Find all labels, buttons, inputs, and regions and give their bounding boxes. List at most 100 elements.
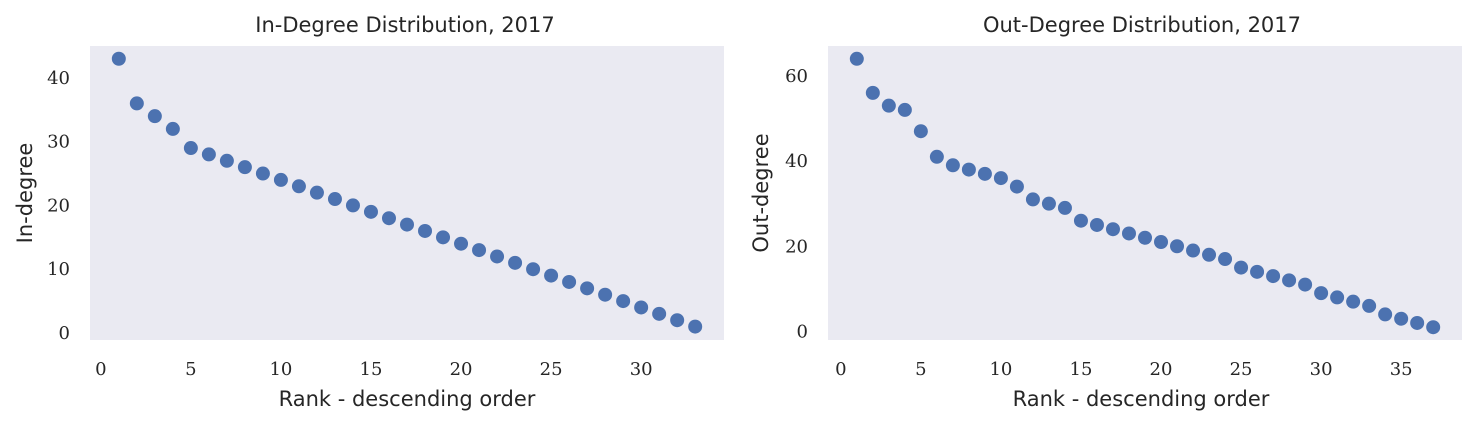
data-point bbox=[652, 306, 667, 321]
x-tick-label: 15 bbox=[360, 359, 383, 380]
data-point bbox=[273, 172, 288, 187]
data-point bbox=[255, 166, 270, 181]
data-point bbox=[688, 319, 703, 334]
x-tick-label: 20 bbox=[450, 359, 473, 380]
x-tick-label: 25 bbox=[540, 359, 563, 380]
x-axis-label: Rank - descending order bbox=[1013, 387, 1270, 411]
data-point bbox=[1105, 222, 1120, 237]
x-tick-label: 0 bbox=[835, 359, 846, 380]
x-tick-label: 30 bbox=[630, 359, 653, 380]
y-tick-label: 20 bbox=[47, 195, 70, 216]
data-point bbox=[1025, 192, 1040, 207]
data-point bbox=[165, 121, 180, 136]
chart-title: Out-Degree Distribution, 2017 bbox=[983, 13, 1301, 37]
data-point bbox=[147, 109, 162, 124]
in-degree-chart: In-Degree Distribution, 2017 0 5 10 15 20 25 3… bbox=[13, 13, 724, 411]
data-point bbox=[580, 281, 595, 296]
data-point bbox=[1202, 247, 1217, 262]
data-point bbox=[1426, 320, 1441, 335]
data-point bbox=[309, 185, 324, 200]
data-point bbox=[598, 287, 613, 302]
data-point bbox=[436, 230, 451, 245]
data-point bbox=[1041, 196, 1056, 211]
data-point bbox=[961, 162, 976, 177]
y-tick-label: 60 bbox=[785, 66, 808, 87]
data-point bbox=[1282, 273, 1297, 288]
data-point bbox=[363, 204, 378, 219]
data-point bbox=[544, 268, 559, 283]
y-axis-label: Out-degree bbox=[749, 133, 773, 252]
data-point bbox=[634, 300, 649, 315]
data-point bbox=[1073, 213, 1088, 228]
tick-labels: 0 5 10 15 20 25 30 35 0 20 40 60 bbox=[785, 66, 1413, 380]
data-point bbox=[219, 153, 234, 168]
out-degree-chart: Out-Degree Distribution, 2017 0 5 10 15 20 25… bbox=[749, 13, 1462, 411]
data-point bbox=[400, 217, 414, 232]
y-tick-label: 40 bbox=[47, 68, 70, 89]
chart-title: In-Degree Distribution, 2017 bbox=[255, 13, 555, 37]
data-point bbox=[865, 85, 880, 100]
data-point bbox=[1266, 269, 1281, 284]
x-tick-label: 5 bbox=[915, 359, 926, 380]
x-tick-label: 10 bbox=[989, 359, 1012, 380]
data-point bbox=[993, 171, 1008, 186]
x-tick-label: 25 bbox=[1230, 359, 1253, 380]
data-point bbox=[1362, 298, 1377, 313]
y-tick-label: 10 bbox=[47, 259, 70, 280]
data-point bbox=[945, 158, 960, 173]
data-point bbox=[526, 262, 541, 277]
data-point bbox=[1330, 290, 1345, 305]
data-point bbox=[1314, 286, 1329, 301]
data-point bbox=[111, 51, 126, 66]
data-point bbox=[977, 166, 992, 181]
data-point bbox=[381, 211, 396, 226]
tick-labels: 0 5 10 15 20 25 30 0 10 20 30 40 bbox=[47, 68, 653, 380]
data-point bbox=[1121, 226, 1136, 241]
data-point bbox=[1218, 252, 1233, 267]
data-point bbox=[616, 294, 631, 309]
data-point bbox=[490, 249, 505, 264]
data-point bbox=[1089, 217, 1104, 232]
plot-area bbox=[90, 46, 724, 340]
data-point bbox=[327, 192, 342, 207]
data-point bbox=[1154, 235, 1169, 249]
data-point bbox=[418, 223, 433, 238]
x-tick-label: 10 bbox=[269, 359, 292, 380]
y-tick-label: 20 bbox=[785, 236, 808, 257]
data-point bbox=[129, 96, 144, 111]
data-point bbox=[1346, 294, 1361, 309]
data-point bbox=[670, 313, 685, 328]
y-axis-label: In-degree bbox=[13, 143, 37, 244]
data-point bbox=[1298, 277, 1313, 292]
data-point bbox=[1009, 179, 1024, 194]
data-point bbox=[849, 51, 864, 66]
x-tick-label: 35 bbox=[1390, 359, 1413, 380]
data-point bbox=[237, 160, 252, 175]
data-point bbox=[454, 236, 469, 251]
x-tick-label: 15 bbox=[1070, 359, 1093, 380]
data-point bbox=[1138, 230, 1152, 245]
y-tick-label: 0 bbox=[797, 321, 808, 342]
data-point bbox=[881, 98, 896, 113]
data-point bbox=[201, 147, 216, 162]
x-tick-label: 20 bbox=[1150, 359, 1173, 380]
data-point bbox=[929, 149, 944, 164]
y-tick-label: 0 bbox=[59, 323, 70, 344]
data-point bbox=[562, 274, 577, 289]
data-point bbox=[1186, 243, 1201, 258]
data-point bbox=[913, 124, 928, 139]
data-point bbox=[508, 255, 523, 270]
data-point bbox=[472, 243, 487, 258]
y-tick-label: 40 bbox=[785, 151, 808, 172]
data-point bbox=[1378, 307, 1393, 322]
data-point bbox=[1250, 264, 1265, 279]
x-tick-label: 5 bbox=[185, 359, 196, 380]
data-point bbox=[183, 141, 198, 156]
x-tick-label: 0 bbox=[95, 359, 106, 380]
x-tick-label: 30 bbox=[1310, 359, 1333, 380]
data-point bbox=[897, 102, 912, 117]
x-axis-label: Rank - descending order bbox=[279, 387, 536, 411]
data-points bbox=[849, 51, 1441, 335]
data-points bbox=[111, 51, 703, 334]
